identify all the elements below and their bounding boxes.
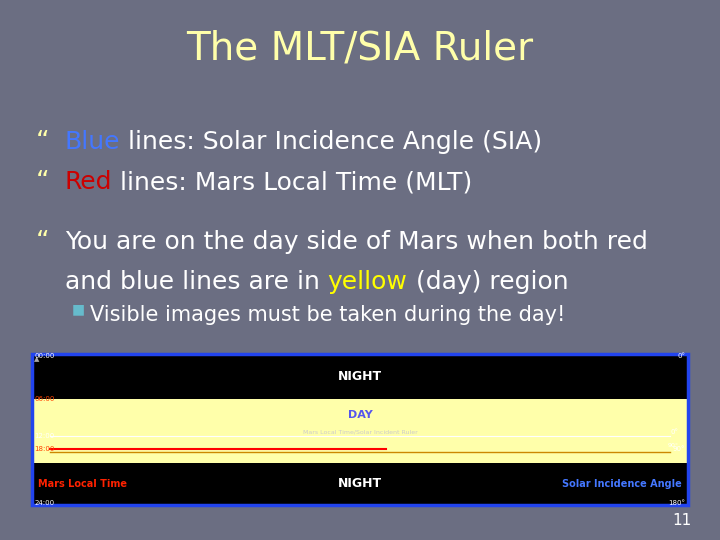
Text: 00:00: 00:00 xyxy=(35,353,55,360)
Text: The MLT/SIA Ruler: The MLT/SIA Ruler xyxy=(186,30,534,68)
Text: Solar Incidence Angle: Solar Incidence Angle xyxy=(562,479,682,489)
Text: and blue lines are in: and blue lines are in xyxy=(65,270,328,294)
Text: ■: ■ xyxy=(72,302,85,316)
Text: DAY: DAY xyxy=(348,410,372,420)
Text: 0°: 0° xyxy=(671,429,679,435)
Text: “: “ xyxy=(36,230,50,255)
Text: Mars Local Time/Solar Incident Ruler: Mars Local Time/Solar Incident Ruler xyxy=(302,430,418,435)
Text: Red: Red xyxy=(65,170,112,194)
Bar xyxy=(32,354,688,505)
Text: (day) region: (day) region xyxy=(408,270,568,294)
Text: 06:00: 06:00 xyxy=(35,396,55,402)
Text: ▲: ▲ xyxy=(34,356,39,362)
Text: lines: Solar Incidence Angle (SIA): lines: Solar Incidence Angle (SIA) xyxy=(120,130,542,153)
Text: 12:00: 12:00 xyxy=(35,433,55,439)
Bar xyxy=(32,463,688,505)
Text: 24:00: 24:00 xyxy=(35,500,55,507)
Text: 90°: 90° xyxy=(668,442,679,448)
Text: “: “ xyxy=(36,170,50,196)
Text: 18:00: 18:00 xyxy=(35,446,55,451)
Text: yellow: yellow xyxy=(328,270,408,294)
Text: 0°: 0° xyxy=(678,353,685,360)
Text: lines: Mars Local Time (MLT): lines: Mars Local Time (MLT) xyxy=(112,170,472,194)
Text: “: “ xyxy=(36,130,50,156)
Bar xyxy=(32,354,688,399)
Text: Blue: Blue xyxy=(65,130,120,153)
Text: Mars Local Time: Mars Local Time xyxy=(38,479,127,489)
Bar xyxy=(32,399,688,463)
Text: 11: 11 xyxy=(672,513,691,528)
Text: NIGHT: NIGHT xyxy=(338,370,382,383)
Text: Visible images must be taken during the day!: Visible images must be taken during the … xyxy=(90,305,565,325)
Text: 90°: 90° xyxy=(673,446,685,451)
Text: NIGHT: NIGHT xyxy=(338,477,382,490)
Text: 180°: 180° xyxy=(668,500,685,507)
Text: You are on the day side of Mars when both red: You are on the day side of Mars when bot… xyxy=(65,230,648,253)
Bar xyxy=(32,354,688,505)
